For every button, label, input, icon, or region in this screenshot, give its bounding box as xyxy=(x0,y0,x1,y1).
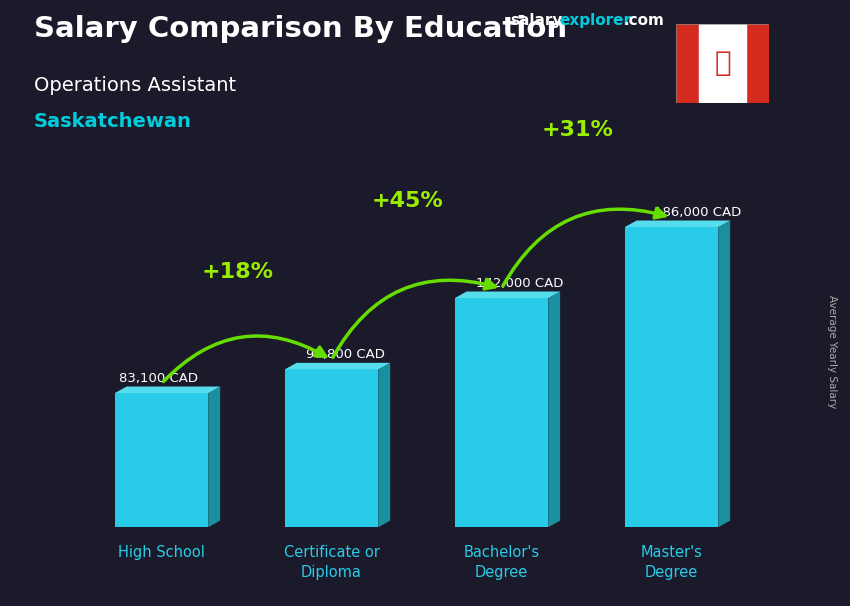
Text: +18%: +18% xyxy=(202,262,274,282)
Text: Operations Assistant: Operations Assistant xyxy=(34,76,236,95)
Text: 83,100 CAD: 83,100 CAD xyxy=(119,371,198,385)
Text: salary: salary xyxy=(510,13,563,28)
Bar xyxy=(699,24,746,103)
FancyBboxPatch shape xyxy=(115,393,208,527)
Text: +45%: +45% xyxy=(372,191,444,211)
Text: explorer: explorer xyxy=(559,13,632,28)
Text: 186,000 CAD: 186,000 CAD xyxy=(654,205,742,219)
Text: Salary Comparison By Education: Salary Comparison By Education xyxy=(34,15,567,43)
Polygon shape xyxy=(378,363,390,527)
FancyBboxPatch shape xyxy=(625,227,718,527)
Text: Saskatchewan: Saskatchewan xyxy=(34,112,192,131)
Polygon shape xyxy=(285,363,390,370)
Text: Certificate or
Diploma: Certificate or Diploma xyxy=(284,545,379,580)
Polygon shape xyxy=(455,291,560,298)
Polygon shape xyxy=(625,221,730,227)
FancyBboxPatch shape xyxy=(455,298,548,527)
Bar xyxy=(746,24,769,103)
Text: 97,800 CAD: 97,800 CAD xyxy=(306,348,385,361)
Text: Master's
Degree: Master's Degree xyxy=(641,545,702,580)
FancyBboxPatch shape xyxy=(285,370,378,527)
Text: 142,000 CAD: 142,000 CAD xyxy=(476,277,564,290)
Text: Average Yearly Salary: Average Yearly Salary xyxy=(827,295,837,408)
Polygon shape xyxy=(208,387,220,527)
Text: +31%: +31% xyxy=(542,120,614,140)
Text: .com: .com xyxy=(623,13,664,28)
Polygon shape xyxy=(548,291,560,527)
Polygon shape xyxy=(718,221,730,527)
Bar xyxy=(676,24,699,103)
Text: Bachelor's
Degree: Bachelor's Degree xyxy=(463,545,540,580)
Text: 🍁: 🍁 xyxy=(714,49,731,77)
Text: High School: High School xyxy=(118,545,205,560)
Polygon shape xyxy=(115,387,220,393)
